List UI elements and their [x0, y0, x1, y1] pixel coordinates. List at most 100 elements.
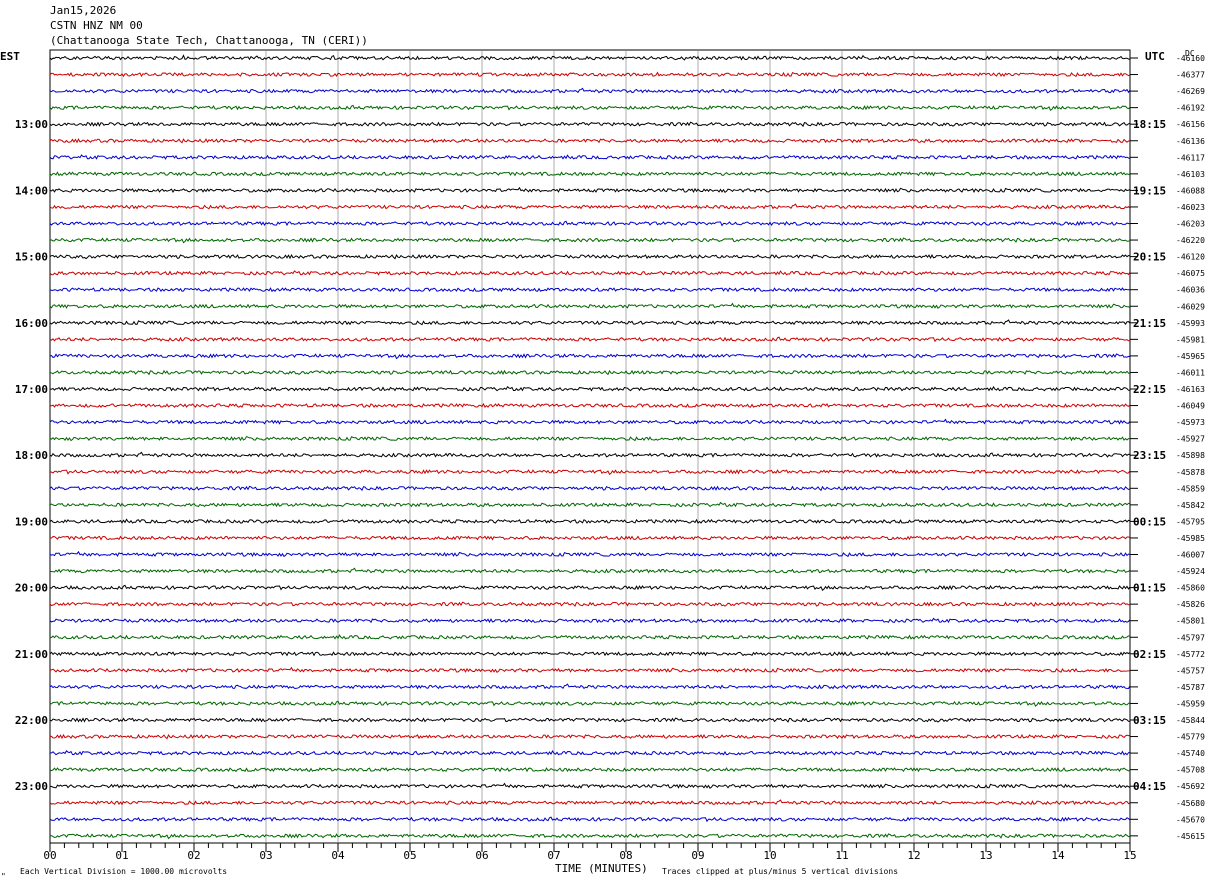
dc-offset-label: -46103: [1176, 170, 1205, 179]
dc-offset-label: -45973: [1176, 418, 1205, 427]
x-tick-label: 06: [475, 849, 488, 862]
dc-offset-label: -46156: [1176, 120, 1205, 129]
utc-hour-label: 01:15: [1133, 582, 1166, 595]
dc-offset-label: -46136: [1176, 137, 1205, 146]
dc-header-label: DC: [1185, 49, 1195, 58]
dc-offset-label: -45842: [1176, 501, 1205, 510]
dc-offset-label: -45680: [1176, 799, 1205, 808]
dc-offset-label: -46007: [1176, 551, 1205, 560]
seismic-trace: [49, 833, 1131, 840]
grid-layer: [49, 49, 1138, 852]
dc-offset-label: -45772: [1176, 650, 1205, 659]
x-tick-label: 14: [1051, 849, 1065, 862]
utc-hour-label: 19:15: [1133, 184, 1166, 197]
dc-offset-label: -45740: [1176, 749, 1205, 758]
est-timezone-label: EST: [0, 50, 20, 63]
utc-hour-label: 21:15: [1133, 317, 1166, 330]
dc-offset-label: -45795: [1176, 517, 1205, 526]
corner-mark: ": [1, 872, 6, 881]
dc-offset-label: -45801: [1176, 617, 1205, 626]
est-hour-label: 20:00: [15, 582, 48, 595]
dc-offset-label: -45878: [1176, 468, 1205, 477]
utc-hour-label: 00:15: [1133, 515, 1166, 528]
dc-offset-label: -45924: [1176, 567, 1205, 576]
seismic-trace: [49, 617, 1131, 624]
seismic-trace: [49, 750, 1131, 756]
seismic-trace: [49, 567, 1131, 574]
dc-offset-label: -46203: [1176, 220, 1205, 229]
seismic-trace: [49, 816, 1131, 823]
seismic-trace: [49, 666, 1131, 673]
seismic-trace: [49, 353, 1131, 360]
x-axis-label: TIME (MINUTES): [555, 862, 648, 875]
seismic-trace: [49, 799, 1131, 806]
utc-hour-label: 02:15: [1133, 648, 1166, 661]
x-tick-label: 00: [43, 849, 56, 862]
dc-offset-label: -45757: [1176, 666, 1205, 675]
est-hour-label: 13:00: [15, 118, 48, 131]
est-hour-label: 15:00: [15, 251, 48, 264]
seismic-trace: [49, 766, 1131, 773]
header-station: CSTN HNZ NM 00: [50, 19, 143, 32]
seismic-trace: [49, 436, 1131, 442]
seismic-trace: [49, 270, 1131, 276]
seismic-trace: [49, 402, 1131, 409]
seismic-trace: [49, 138, 1131, 144]
utc-hour-label: 04:15: [1133, 780, 1166, 793]
utc-hour-label: 03:15: [1133, 714, 1166, 727]
dc-offset-label: -45708: [1176, 766, 1205, 775]
seismic-trace: [49, 203, 1131, 210]
dc-offset-label: -46120: [1176, 253, 1205, 262]
seismic-trace: [49, 171, 1131, 177]
dc-offset-label: -45797: [1176, 633, 1205, 642]
seismic-trace: [49, 535, 1131, 541]
seismic-trace: [49, 336, 1131, 343]
seismic-trace: [49, 634, 1131, 640]
dc-offset-label: -46117: [1176, 153, 1205, 162]
x-tick-label: 07: [547, 849, 560, 862]
dc-offset-label: -45844: [1176, 716, 1205, 725]
est-hour-label: 18:00: [15, 449, 48, 462]
seismic-trace: [49, 253, 1131, 260]
utc-hour-label: 22:15: [1133, 383, 1166, 396]
dc-offset-label: -46075: [1176, 269, 1205, 278]
x-tick-label: 11: [835, 849, 848, 862]
dc-offset-label: -45692: [1176, 782, 1205, 791]
dc-offset-label: -45859: [1176, 484, 1205, 493]
est-hour-label: 14:00: [15, 184, 48, 197]
x-tick-label: 08: [619, 849, 632, 862]
seismic-trace: [49, 154, 1131, 160]
seismic-trace: [49, 733, 1131, 740]
seismic-trace: [49, 700, 1131, 707]
x-tick-label: 12: [907, 849, 920, 862]
seismic-trace: [49, 601, 1131, 608]
seismic-trace: [49, 104, 1131, 112]
est-hour-label: 16:00: [15, 317, 48, 330]
dc-offset-label: -45993: [1176, 319, 1205, 328]
dc-offset-label: -46011: [1176, 368, 1205, 377]
dc-offset-label: -45981: [1176, 335, 1205, 344]
label-layer: 00 01 02 03 04 05 06 07 08 09 10 11 12 13 14 15 -46160 -4…: [0, 49, 1205, 862]
seismic-trace: [49, 302, 1131, 309]
dc-offset-label: -45615: [1176, 832, 1205, 841]
dc-offset-label: -46377: [1176, 71, 1205, 80]
seismic-trace: [49, 385, 1131, 392]
est-hour-label: 21:00: [15, 648, 48, 661]
scale-note: Each Vertical Division = 1000.00 microvo…: [20, 867, 228, 876]
dc-offset-label: -45860: [1176, 584, 1205, 593]
x-tick-label: 01: [115, 849, 128, 862]
dc-offset-label: -46160: [1176, 54, 1205, 63]
x-tick-label: 03: [259, 849, 272, 862]
x-tick-label: 10: [763, 849, 776, 862]
seismic-trace: [49, 501, 1131, 508]
seismic-trace: [49, 121, 1131, 128]
dc-offset-label: -46029: [1176, 302, 1205, 311]
seismic-trace: [49, 87, 1131, 94]
dc-offset-label: -46049: [1176, 402, 1205, 411]
seismic-trace: [49, 651, 1131, 657]
utc-timezone-label: UTC: [1145, 50, 1165, 63]
dc-offset-label: -46163: [1176, 385, 1205, 394]
dc-offset-label: -46269: [1176, 87, 1205, 96]
seismic-trace: [49, 550, 1131, 558]
